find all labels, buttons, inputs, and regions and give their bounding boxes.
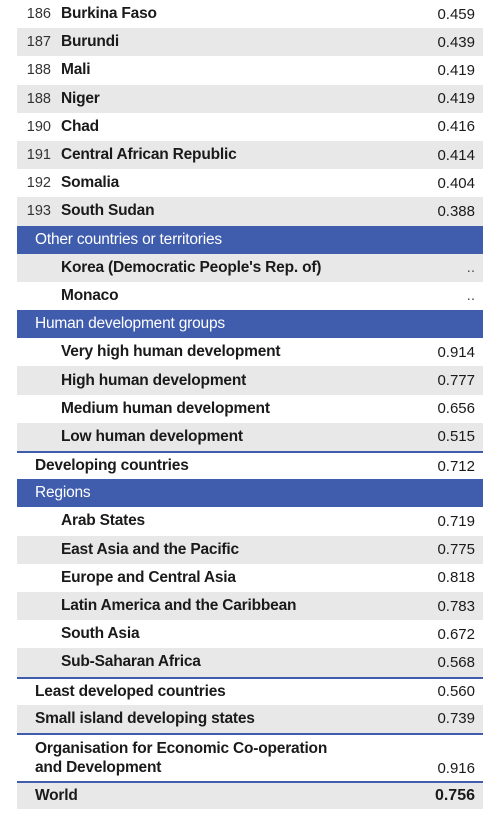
country-name: Mali (61, 61, 91, 79)
group-name: Small island developing states (35, 709, 255, 727)
table-row: Sub-Saharan Africa 0.568 (17, 648, 483, 677)
hdi-value: 0.818 (437, 569, 475, 587)
country-name: Burundi (61, 33, 120, 51)
hdi-value: 0.416 (437, 118, 475, 136)
group-name: Very high human development (61, 343, 281, 361)
country-name: Monaco (61, 286, 119, 304)
section-title: Human development groups (35, 315, 225, 333)
table-row: Very high human development 0.914 (17, 338, 483, 366)
table-row: Europe and Central Asia 0.818 (17, 564, 483, 592)
hdi-value: 0.439 (437, 33, 475, 51)
table-row: Low human development 0.515 (17, 422, 483, 451)
hdi-value: 0.756 (434, 786, 475, 804)
region-name: Europe and Central Asia (61, 568, 236, 586)
hdi-table: 186 Burkina Faso 0.459 187 Burundi 0.439… (17, 0, 483, 810)
table-row: Latin America and the Caribbean 0.783 (17, 591, 483, 621)
table-row: Monaco .. (17, 282, 483, 310)
hdi-value: 0.404 (437, 174, 475, 192)
region-name: Latin America and the Caribbean (61, 597, 297, 615)
group-name: Low human development (61, 427, 243, 445)
hdi-value: 0.739 (437, 710, 475, 728)
section-title: Other countries or territories (35, 230, 222, 248)
rank: 190 (26, 118, 51, 135)
hdi-value: 0.568 (437, 653, 475, 671)
group-name-line1: Organisation for Economic Co-operation (35, 739, 328, 757)
table-row: 187 Burundi 0.439 (17, 28, 483, 57)
country-name: Burkina Faso (61, 5, 157, 23)
hdi-value: 0.560 (437, 683, 475, 701)
table-row: High human development 0.777 (17, 366, 483, 395)
hdi-value: 0.914 (437, 343, 475, 361)
region-name: Arab States (61, 512, 145, 530)
table-row: 193 South Sudan 0.388 (17, 197, 483, 226)
table-row-sids: Small island developing states 0.739 (17, 704, 483, 733)
hdi-value: 0.414 (437, 146, 475, 164)
group-name: High human development (61, 371, 247, 389)
hdi-value: 0.777 (437, 372, 475, 390)
country-name: Somalia (61, 174, 120, 192)
hdi-value: 0.419 (437, 90, 475, 108)
table-row: 188 Niger 0.419 (17, 84, 483, 113)
hdi-value: 0.783 (437, 597, 475, 615)
hdi-value: 0.775 (437, 541, 475, 559)
hdi-value: 0.719 (437, 512, 475, 530)
country-name: Chad (61, 117, 99, 135)
hdi-value: 0.388 (437, 202, 475, 220)
hdi-value: 0.419 (437, 61, 475, 79)
hdi-value: 0.672 (437, 625, 475, 643)
rank: 187 (26, 34, 51, 51)
country-name: Korea (Democratic People's Rep. of) (61, 258, 322, 276)
hdi-value: 0.459 (437, 5, 475, 23)
table-row: 191 Central African Republic 0.414 (17, 140, 483, 170)
hdi-value: .. (466, 259, 475, 277)
table-row-developing: Developing countries 0.712 (17, 451, 483, 479)
rank: 186 (26, 6, 51, 23)
group-name: World (35, 786, 78, 804)
group-name-line2: and Development (35, 758, 162, 776)
hdi-value: 0.656 (437, 400, 475, 418)
table-row-oecd: Organisation for Economic Co-operation a… (17, 732, 483, 781)
rank: 188 (26, 62, 51, 79)
table-row: Arab States 0.719 (17, 507, 483, 535)
group-name: Organisation for Economic Co-operation a… (17, 739, 395, 777)
section-header-other: Other countries or territories (17, 225, 483, 254)
country-name: Central African Republic (61, 146, 237, 164)
region-name: Sub-Saharan Africa (61, 653, 201, 671)
table-row: East Asia and the Pacific 0.775 (17, 535, 483, 564)
rank: 188 (26, 90, 51, 107)
table-row: Korea (Democratic People's Rep. of) .. (17, 253, 483, 282)
section-header-regions: Regions (17, 479, 483, 508)
group-name: Medium human development (61, 399, 270, 417)
rank: 191 (26, 147, 51, 164)
section-header-hd-groups: Human development groups (17, 310, 483, 339)
hdi-value: 0.712 (437, 457, 475, 475)
table-row-world: World 0.756 (17, 780, 483, 810)
table-row: South Asia 0.672 (17, 620, 483, 648)
rank: 192 (26, 175, 51, 192)
region-name: East Asia and the Pacific (61, 540, 239, 558)
hdi-value: .. (466, 287, 475, 305)
country-name: South Sudan (61, 202, 155, 220)
section-title: Regions (35, 484, 91, 502)
group-name: Least developed countries (35, 682, 226, 700)
hdi-value: 0.916 (437, 759, 475, 777)
region-name: South Asia (61, 625, 140, 643)
country-name: Niger (61, 89, 100, 107)
table-row: 192 Somalia 0.404 (17, 169, 483, 197)
table-row: 188 Mali 0.419 (17, 56, 483, 84)
table-row: 190 Chad 0.416 (17, 113, 483, 141)
group-name: Developing countries (35, 457, 189, 475)
table-row: Medium human development 0.656 (17, 395, 483, 423)
table-row-ldc: Least developed countries 0.560 (17, 676, 483, 705)
hdi-value: 0.515 (437, 428, 475, 446)
rank: 193 (26, 203, 51, 220)
table-row: 186 Burkina Faso 0.459 (17, 0, 483, 28)
